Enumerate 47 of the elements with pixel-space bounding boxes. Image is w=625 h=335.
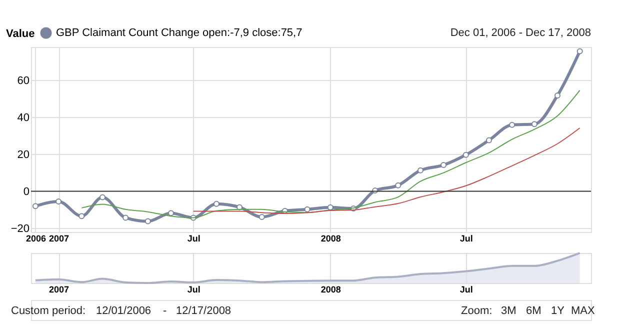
y-tick-label: 20 [17, 148, 30, 161]
text: Zoom: [461, 305, 492, 317]
point [144, 218, 151, 224]
x-tick-label: 2008 [320, 234, 341, 244]
point [304, 206, 310, 212]
y-tick-label: 40 [17, 112, 30, 124]
point [554, 92, 560, 98]
text: 12/17/2008 [176, 305, 232, 317]
text: 12/01/2006 [96, 305, 152, 317]
line-series [192, 128, 580, 214]
point [576, 48, 583, 54]
x-tick-label: Jul [187, 234, 200, 244]
x-tick-label: Jul [187, 284, 200, 294]
point [56, 198, 62, 204]
text: MAX [571, 305, 596, 317]
x-tick-label: 2008 [320, 284, 341, 294]
point [531, 121, 538, 128]
point [258, 214, 265, 220]
text: Custom period: [11, 305, 86, 317]
legend-title: Value [6, 28, 35, 40]
point [213, 200, 220, 207]
point [440, 162, 447, 168]
legend-label: GBP Claimant Count Change open:-7,9 close:75,7 [56, 27, 302, 39]
point [78, 213, 85, 220]
x-tick-label: Jul [460, 234, 473, 244]
text: - [163, 305, 167, 317]
point [122, 214, 129, 221]
point [168, 210, 174, 216]
point [486, 137, 492, 144]
x-tick-label: 2007 [49, 284, 70, 294]
point [327, 204, 334, 210]
point [462, 152, 469, 158]
y-tick-label: 0 [23, 186, 30, 198]
text: Dec 01, 2006 - Dec 17, 2008 [450, 27, 591, 39]
x-tick-label: Jul [460, 284, 473, 294]
x-tick-label: 2007 [49, 234, 70, 244]
point [395, 182, 402, 188]
text: 1Y [551, 305, 566, 317]
y-tick-label: −20 [10, 222, 30, 235]
point [99, 194, 106, 200]
y-tick-label: 60 [17, 74, 30, 87]
point [509, 122, 516, 128]
text: 3M [501, 305, 516, 317]
text: 6M [526, 305, 542, 317]
point [417, 167, 424, 174]
point [32, 203, 38, 210]
x-tick-label: 2006 [26, 234, 46, 244]
